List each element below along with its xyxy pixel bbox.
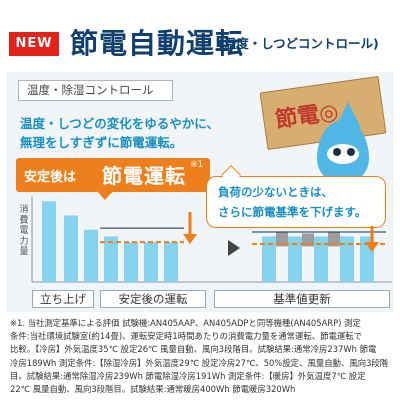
- callout-pointer: [96, 190, 114, 200]
- phase-update: 基準値更新: [214, 290, 390, 308]
- callout-emphasis: 節電運転: [102, 164, 186, 188]
- new-badge: NEW: [9, 32, 59, 56]
- chart-arrow-head: [365, 242, 379, 252]
- phase-stable: 安定後の運転: [100, 290, 206, 308]
- bubble-line-2: さらに節電基準を下げます。: [218, 205, 367, 219]
- chart-bar: [64, 215, 78, 282]
- page-subtitle: (温度・しつどコントロール): [218, 36, 379, 51]
- chart-bar: [340, 236, 354, 282]
- chart-bar: [42, 201, 56, 282]
- section-label: 温度・除湿コントロール: [18, 80, 173, 101]
- callout-prefix: 安定後は: [24, 170, 77, 185]
- lead-line-2: 無理をしすぎずに節電運転。: [20, 135, 183, 150]
- footnote: ※1. 当社測定基準による評価 試験機:AN405AAP、AN405ADPと同等…: [10, 317, 394, 396]
- mascot-eye-right: [347, 148, 355, 156]
- chart-bar: [84, 229, 98, 282]
- footnote-line: ※1. 当社測定基準による評価 試験機:AN405AAP、AN405ADPと同等…: [10, 318, 361, 328]
- chart-bar: [144, 242, 158, 282]
- chart-bar: [314, 236, 328, 282]
- footnote-line: 条件:当社環境試験室(約14畳)、運転安定時1時間あたりの消費電力量を通常運転、…: [10, 331, 362, 342]
- phase-startup: 立ち上げ: [32, 290, 94, 308]
- chart-bar: [124, 242, 138, 282]
- header: NEW 節電自動運転 (温度・しつどコントロール): [0, 0, 400, 78]
- mascot-eye-left: [333, 148, 341, 156]
- lead-text: 温度・しつどの変化をゆるやかに、 無理をしすぎずに節電運転。: [20, 114, 219, 152]
- footnote-line: 22℃ 風量自動、風向3段階目。試験結果:通常暖房400Wh 節電暖房320Wh: [10, 384, 296, 395]
- chart-bar: [288, 236, 302, 282]
- callout-box: [16, 158, 210, 192]
- lead-line-1: 温度・しつどの変化をゆるやかに、: [20, 116, 219, 131]
- chart-bar: [164, 242, 178, 282]
- bubble-line-1: 負荷の少ないときは、: [218, 185, 333, 199]
- chart-bar: [262, 236, 276, 282]
- callout-note: ※1: [190, 160, 204, 170]
- chart-ylabel: 消費電力量: [19, 205, 29, 257]
- footnote-line: 比較。【冷房】外気温度35℃ 設定26℃ 風量自動、風向3段階目。試験結果:通常…: [10, 344, 377, 355]
- footnote-line: 目。試験結果:通常除湿冷房239Wh 節電除湿冷房191Wh 測定条件:【暖房】…: [10, 370, 366, 381]
- speech-bubble: [206, 176, 386, 228]
- chart-arrow-head: [183, 234, 197, 244]
- footnote-line: 冷房189Wh 測定条件:【除湿冷房】外気温度29℃ 設定冷房27℃、50%設定…: [10, 357, 389, 368]
- chart-next-arrow: [228, 240, 240, 256]
- chart-bar: [104, 236, 118, 282]
- chart-bar: [276, 231, 288, 247]
- chart-bar: [328, 231, 340, 247]
- mascot-sign: 節電◎: [255, 72, 400, 196]
- page-title: 節電自動運転: [70, 27, 245, 60]
